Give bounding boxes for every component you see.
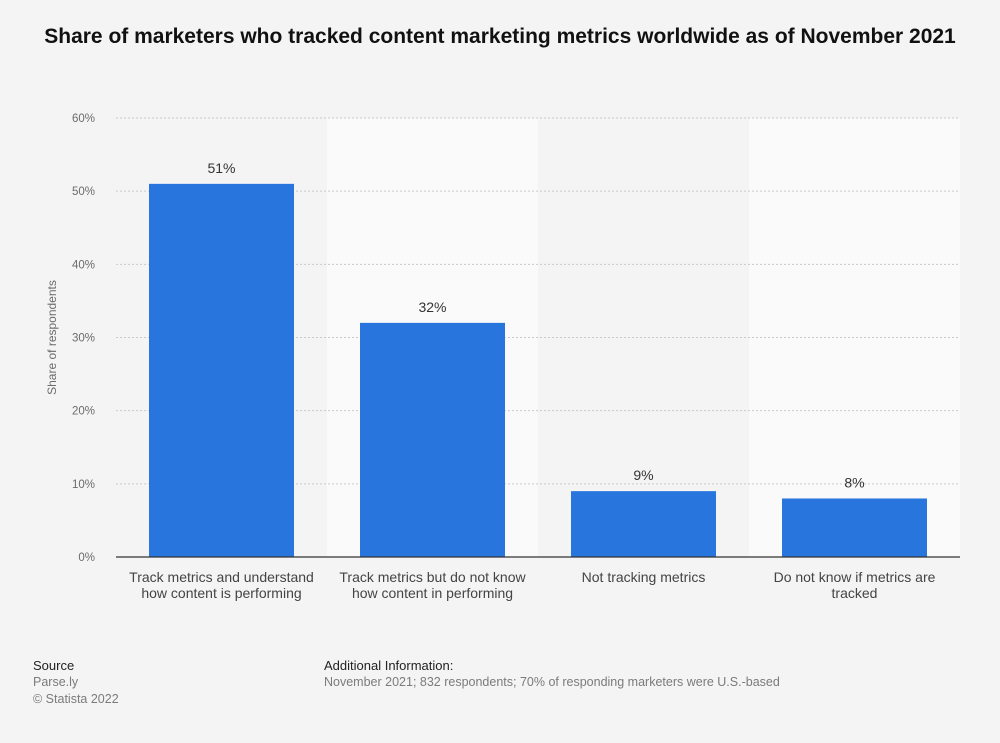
x-tick-label: Track metrics and understand how content … [129, 569, 314, 601]
y-tick-label: 0% [78, 552, 95, 564]
y-tick-label: 30% [72, 333, 95, 345]
y-tick-label: 40% [72, 259, 95, 271]
bar[interactable] [360, 322, 505, 557]
x-tick-label-line: tracked [832, 585, 878, 601]
bar-chart: 0% 10% 20% 30% 40% 50% 60% Share of respondents… [45, 113, 960, 601]
y-tick-label: 10% [72, 479, 95, 491]
bar[interactable] [782, 498, 927, 557]
info-heading: Additional Information: [324, 658, 454, 673]
x-tick-label-line: Do not know if metrics are [774, 569, 936, 585]
bar-value-label: 32% [418, 299, 446, 315]
y-axis-label: Share of respondents [45, 280, 59, 395]
y-tick-label: 60% [72, 113, 95, 125]
x-tick-label-line: Track metrics but do not know [339, 569, 526, 585]
bar-value-label: 51% [207, 160, 235, 176]
x-tick-label: Track metrics but do not know how content… [339, 569, 526, 601]
info-text: November 2021; 832 respondents; 70% of r… [324, 675, 780, 689]
bar[interactable] [149, 183, 294, 557]
x-tick-label: Not tracking metrics [582, 569, 706, 585]
source-name[interactable]: Parse.ly [33, 675, 79, 689]
x-tick-label-line: how content in performing [352, 585, 513, 601]
x-tick-label: Do not know if metrics are tracked [774, 569, 936, 601]
y-tick-label: 50% [72, 186, 95, 198]
chart-title: Share of marketers who tracked content m… [44, 25, 956, 48]
bar-value-label: 8% [844, 474, 864, 490]
additional-info-block: Additional Information: November 2021; 8… [324, 657, 780, 691]
x-tick-label-line: how content is performing [141, 585, 301, 601]
x-tick-label-line: Track metrics and understand [129, 569, 314, 585]
copyright: © Statista 2022 [33, 692, 119, 706]
x-tick-label-line: Not tracking metrics [582, 569, 706, 585]
source-block: Source Parse.ly © Statista 2022 [33, 657, 119, 708]
bar-value-label: 9% [633, 467, 653, 483]
source-heading: Source [33, 658, 75, 673]
bar[interactable] [571, 491, 716, 557]
y-tick-label: 20% [72, 406, 95, 418]
